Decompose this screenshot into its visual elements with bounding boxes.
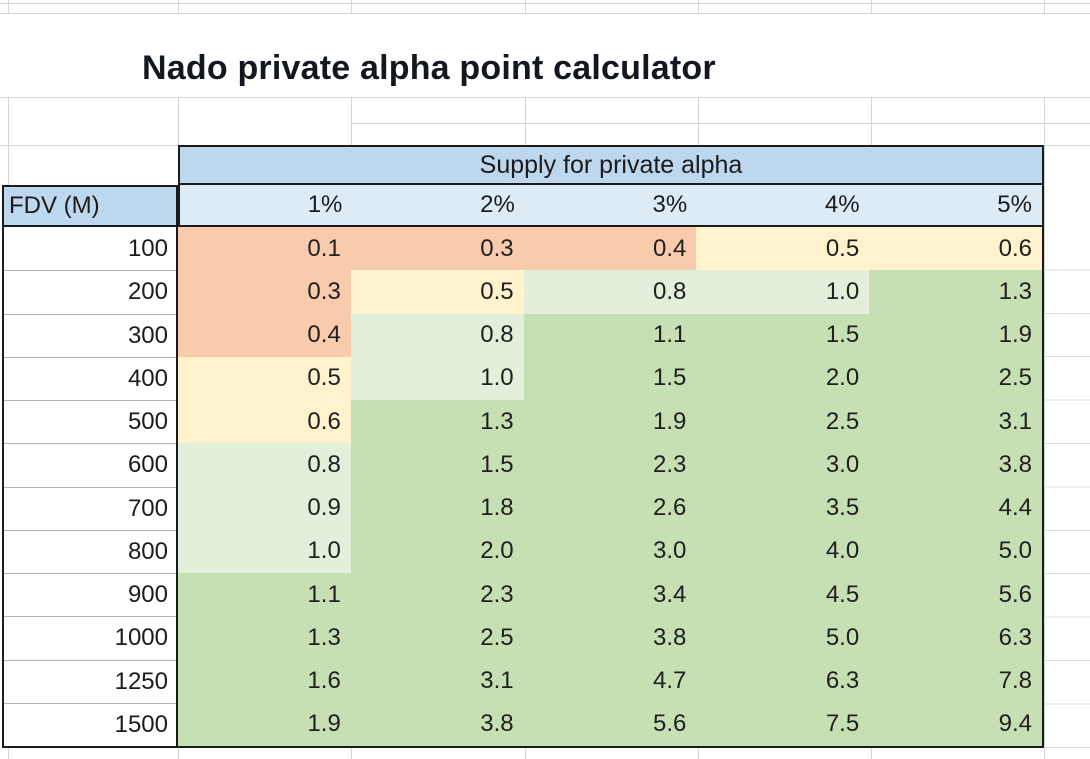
table-cell[interactable]: 3.0 [696, 443, 870, 487]
row-label[interactable]: 800 [4, 529, 176, 573]
table-cell[interactable]: 3.5 [696, 486, 870, 530]
column-header[interactable]: 1% [307, 191, 343, 218]
table-cell[interactable]: 5.6 [869, 573, 1042, 617]
table-cell[interactable]: 6.3 [696, 659, 870, 703]
table-cell[interactable]: 0.9 [178, 486, 351, 530]
table-cell[interactable]: 3.1 [869, 400, 1042, 444]
table-cell[interactable]: 1.1 [178, 573, 351, 617]
table-cell[interactable]: 1.0 [696, 270, 870, 314]
row-label[interactable]: 900 [4, 573, 176, 616]
table-cell[interactable]: 1.9 [869, 313, 1042, 357]
table-cell[interactable]: 0.4 [523, 227, 697, 271]
column-headers-row: 1% 2% 3% 4% 5% [178, 185, 1044, 227]
table-cell[interactable]: 4.5 [696, 573, 870, 617]
table-cell[interactable]: 1.0 [178, 529, 351, 573]
row-label[interactable]: 1500 [4, 702, 176, 746]
table-cell[interactable]: 1.3 [869, 270, 1042, 314]
table-cell[interactable]: 1.3 [350, 400, 524, 444]
gridline [351, 123, 1090, 124]
table-cell[interactable]: 2.0 [696, 356, 870, 400]
table-cell[interactable]: 1.3 [178, 616, 351, 660]
table-cell[interactable]: 4.7 [523, 659, 697, 703]
table-cell[interactable]: 2.5 [696, 400, 870, 444]
gridlines-right-of-table [1045, 227, 1090, 748]
table-cell[interactable]: 0.8 [523, 270, 697, 314]
table-cell[interactable]: 2.5 [869, 356, 1042, 400]
sheet-title: Nado private alpha point calculator [142, 48, 716, 87]
table-cell[interactable]: 1.5 [696, 313, 870, 357]
gridline [0, 13, 1090, 14]
row-label[interactable]: 500 [4, 400, 176, 443]
table-cell[interactable]: 0.1 [178, 227, 351, 271]
table-cell[interactable]: 3.8 [523, 616, 697, 660]
table-cell[interactable]: 1.8 [350, 486, 524, 530]
gridline [0, 3, 1090, 4]
row-label[interactable]: 300 [4, 313, 176, 357]
row-label[interactable]: 400 [4, 356, 176, 400]
table-cell[interactable]: 3.8 [869, 443, 1042, 487]
table-cell[interactable]: 1.5 [523, 356, 697, 400]
calculator-table: Supply for private alpha FDV (M) 1% 2% 3% 4… [2, 145, 1044, 748]
data-grid: 0.1 0.3 0.4 0.5 0.6 0.3 0.5 0.8 1.0 1.3 0.4 0.8 1.1 1… [178, 227, 1044, 748]
table-cell[interactable]: 1.5 [350, 443, 524, 487]
table-cell[interactable]: 3.4 [523, 573, 697, 617]
row-label[interactable]: 700 [4, 486, 176, 530]
table-cell[interactable]: 1.1 [523, 313, 697, 357]
merged-header-supply[interactable]: Supply for private alpha [178, 145, 1044, 185]
table-cell[interactable]: 3.0 [523, 529, 697, 573]
row-label[interactable]: 100 [127, 234, 168, 262]
table-cell[interactable]: 7.5 [696, 702, 870, 746]
table-cell[interactable]: 2.3 [523, 443, 697, 487]
table-cell[interactable]: 0.6 [178, 400, 351, 444]
gridline [0, 97, 1090, 98]
row-label[interactable]: 1000 [4, 616, 176, 659]
table-cell[interactable]: 6.3 [869, 616, 1042, 660]
table-cell[interactable]: 7.8 [869, 659, 1042, 703]
table-cell[interactable]: 4.0 [696, 529, 870, 573]
gridline [1044, 0, 1045, 759]
row-label[interactable]: 200 [4, 270, 176, 313]
table-cell[interactable]: 2.3 [350, 573, 524, 617]
column-header[interactable]: 4% [824, 191, 860, 218]
column-header[interactable]: 2% [480, 191, 515, 218]
title-row: Nado private alpha point calculator [0, 13, 1090, 97]
table-cell[interactable]: 4.4 [869, 486, 1042, 530]
table-cell[interactable]: 0.4 [178, 313, 351, 357]
table-cell[interactable]: 1.6 [178, 659, 351, 703]
table-cell[interactable]: 1.0 [350, 356, 524, 400]
table-cell[interactable]: 5.0 [869, 529, 1042, 573]
table-cell[interactable]: 1.9 [523, 400, 697, 444]
row-labels-column: 100 200 300 400 500 600 700 800 900 1000 1250 1500 [2, 227, 178, 748]
table-cell[interactable]: 0.8 [178, 443, 351, 487]
row-label[interactable]: 1250 [4, 659, 176, 703]
table-cell[interactable]: 0.5 [350, 270, 524, 314]
table-cell[interactable]: 5.6 [523, 702, 697, 746]
table-cell[interactable]: 2.6 [523, 486, 697, 530]
table-cell[interactable]: 0.5 [696, 227, 870, 271]
column-header[interactable]: 3% [652, 191, 688, 218]
table-cell[interactable]: 3.8 [350, 702, 524, 746]
table-cell[interactable]: 2.0 [350, 529, 524, 573]
row-label[interactable]: 600 [4, 443, 176, 486]
table-cell[interactable]: 1.9 [178, 702, 351, 746]
table-cell[interactable]: 2.5 [350, 616, 524, 660]
table-cell[interactable]: 0.8 [350, 313, 524, 357]
table-cell[interactable]: 9.4 [869, 702, 1042, 746]
column-header[interactable]: 5% [997, 191, 1032, 218]
table-cell[interactable]: 0.3 [178, 270, 351, 314]
corner-header-fdv[interactable]: FDV (M) [2, 185, 178, 227]
table-cell[interactable]: 0.5 [178, 356, 351, 400]
table-cell[interactable]: 5.0 [696, 616, 870, 660]
table-cell[interactable]: 0.3 [350, 227, 524, 271]
table-cell[interactable]: 3.1 [350, 659, 524, 703]
table-cell[interactable]: 0.6 [869, 227, 1042, 271]
